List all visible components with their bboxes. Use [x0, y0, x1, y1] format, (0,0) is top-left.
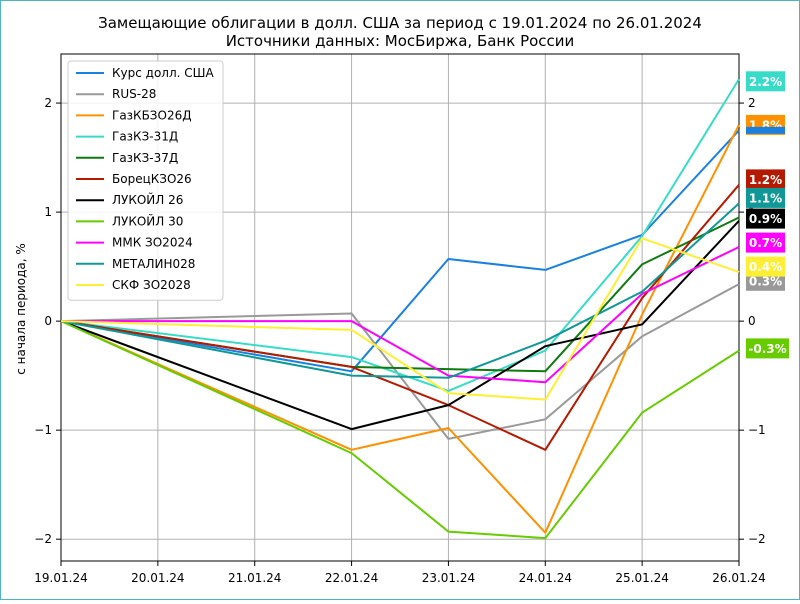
y-tick-label: −2: [34, 532, 52, 546]
series-line: [61, 246, 740, 384]
legend-box: [67, 60, 224, 301]
end-label-text: 0.4%: [749, 260, 782, 274]
y-tick-label-right: −1: [748, 423, 766, 437]
legend-label: Курс долл. США: [112, 66, 214, 80]
chart-title: Замещающие облигации в долл. США за пери…: [98, 14, 702, 32]
end-label-text: 0.3%: [749, 274, 782, 288]
end-value-labels: 2.2%1.8%1.2%1.1%0.9%0.7%0.3%0.4%-0.3%: [746, 71, 789, 359]
x-tick-label: 24.01.24: [519, 571, 572, 585]
end-label-badge: [746, 126, 785, 134]
y-tick-label: 0: [44, 314, 52, 328]
axis-ticks: 19.01.24 20.01.24 21.01.24 22.01.24 23.01.24…: [34, 96, 765, 585]
series-line: [60, 184, 740, 451]
series-line: [60, 283, 740, 440]
legend-label: ЛУКОЙЛ 30: [112, 213, 183, 228]
legend-label: ММК ЗО2024: [112, 236, 193, 250]
y-tick-label-right: −2: [748, 532, 766, 546]
series-line: [60, 124, 740, 534]
y-tick-label-right: 0: [748, 314, 756, 328]
end-label-text: -0.3%: [748, 342, 786, 356]
series-line: [60, 129, 740, 373]
end-label-badge: [746, 71, 785, 92]
y-tick-label-right: 2: [748, 96, 756, 110]
y-tick-label: 1: [44, 205, 52, 219]
y-tick-label: −1: [34, 423, 52, 437]
end-label-badge: [746, 208, 785, 229]
end-label-text: 1.1%: [749, 191, 782, 205]
x-tick-label: 23.01.24: [422, 571, 475, 585]
y-axis-label: с начала периода, %: [14, 243, 28, 375]
end-label-badge: [746, 169, 785, 190]
legend-label: ЛУКОЙЛ 26: [112, 192, 183, 207]
x-tick-label: 21.01.24: [228, 571, 281, 585]
x-tick-label: 26.01.24: [712, 571, 765, 585]
y-tick-label: 2: [44, 96, 52, 110]
series-line: [60, 237, 740, 401]
end-label-text: 1.2%: [749, 173, 782, 187]
legend-label: ГазКБЗО26Д: [112, 108, 192, 122]
chart-subtitle: Источники данных: МосБиржа, Банк России: [226, 32, 575, 50]
end-label-badge: [746, 338, 789, 359]
end-label-badge: [746, 232, 785, 253]
x-tick-label: 22.01.24: [325, 571, 378, 585]
end-label-text: 0.9%: [749, 212, 782, 226]
series-line: [60, 202, 740, 379]
legend-label: МЕТАЛИН028: [112, 257, 195, 271]
end-label-text: 0.7%: [749, 236, 782, 250]
legend: Курс долл. США RUS-28 ГазКБЗО26Д ГазКЗ-31Д Г…: [67, 60, 224, 301]
series-line: [60, 220, 740, 431]
legend-label: RUS-28: [112, 87, 156, 101]
legend-label: ГазКЗ-31Д: [112, 130, 178, 144]
series-lines: [60, 78, 740, 540]
end-label-text: 2.2%: [749, 75, 782, 89]
x-tick-label: 19.01.24: [34, 571, 87, 585]
legend-label: БорецКЗО26: [112, 172, 192, 186]
x-tick-label: 25.01.24: [615, 571, 668, 585]
x-tick-label: 20.01.24: [131, 571, 184, 585]
end-label-badge: [746, 187, 785, 208]
legend-label: ГазКЗ-37Д: [112, 151, 178, 165]
series-line: [60, 320, 740, 540]
legend-label: СКФ ЗО2028: [112, 278, 191, 292]
plot-area: [60, 53, 740, 562]
end-label-badge: [746, 256, 785, 277]
